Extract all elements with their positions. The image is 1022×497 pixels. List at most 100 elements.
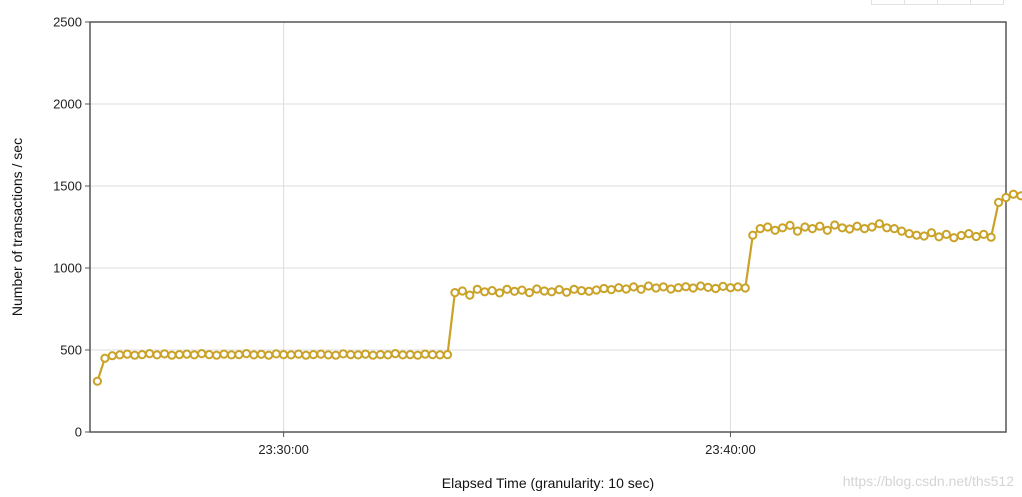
data-point bbox=[293, 349, 304, 359]
data-point bbox=[502, 284, 512, 294]
plot-frame bbox=[89, 21, 1007, 433]
data-point bbox=[539, 286, 549, 296]
y-axis: 0 500 1000 1500 2000 2500 bbox=[53, 15, 90, 440]
data-point bbox=[979, 229, 989, 239]
corner-cell bbox=[905, 0, 938, 5]
data-point bbox=[681, 282, 691, 292]
data-point bbox=[390, 349, 400, 359]
data-point bbox=[740, 283, 750, 293]
data-point bbox=[629, 282, 639, 292]
data-point bbox=[346, 350, 356, 360]
x-tick-label: 23:30:00 bbox=[258, 442, 309, 457]
data-point bbox=[815, 221, 825, 231]
data-point bbox=[904, 229, 914, 239]
data-point bbox=[316, 349, 326, 359]
data-point bbox=[770, 225, 780, 235]
data-point bbox=[189, 350, 199, 360]
data-point bbox=[413, 350, 423, 360]
data-point bbox=[226, 350, 237, 360]
corner-cell bbox=[938, 0, 971, 5]
data-point bbox=[673, 283, 683, 293]
data-point bbox=[643, 281, 654, 291]
data-point bbox=[182, 349, 192, 359]
data-point bbox=[584, 286, 594, 296]
data-point bbox=[554, 285, 564, 295]
data-point bbox=[912, 230, 922, 240]
data-point bbox=[398, 350, 408, 360]
data-point bbox=[301, 350, 311, 360]
y-tick-label: 2500 bbox=[53, 15, 82, 30]
data-point bbox=[658, 282, 669, 292]
watermark-text: https://blog.csdn.net/ths512 bbox=[843, 473, 1014, 489]
data-point bbox=[107, 351, 117, 361]
data-point bbox=[241, 349, 251, 359]
data-point bbox=[822, 225, 832, 235]
data-point bbox=[897, 226, 907, 236]
data-point bbox=[763, 222, 773, 232]
x-axis-title: Elapsed Time (granularity: 10 sec) bbox=[442, 475, 654, 491]
data-point bbox=[956, 230, 966, 241]
data-point bbox=[800, 222, 810, 232]
data-point bbox=[264, 350, 274, 360]
data-point bbox=[487, 286, 497, 296]
data-point bbox=[651, 283, 661, 293]
data-point bbox=[517, 285, 527, 295]
y-tick-label: 1000 bbox=[53, 261, 82, 276]
data-point bbox=[204, 350, 214, 360]
data-point bbox=[323, 350, 333, 360]
data-point bbox=[934, 232, 944, 242]
data-point bbox=[889, 224, 899, 234]
data-point bbox=[994, 197, 1004, 207]
data-point bbox=[219, 349, 229, 359]
data-point bbox=[688, 283, 698, 293]
data-point bbox=[986, 232, 996, 242]
data-point bbox=[949, 233, 959, 243]
data-point bbox=[472, 284, 482, 294]
x-tick-label: 23:40:00 bbox=[705, 442, 756, 457]
data-point bbox=[599, 283, 609, 294]
y-tick-label: 2000 bbox=[53, 97, 82, 112]
data-point bbox=[353, 350, 363, 360]
data-point bbox=[532, 284, 542, 294]
corner-cell bbox=[871, 0, 905, 5]
data-point bbox=[331, 350, 341, 360]
data-point bbox=[852, 221, 862, 231]
data-point bbox=[748, 230, 758, 240]
data-point bbox=[867, 222, 877, 232]
data-point bbox=[174, 350, 184, 360]
data-point bbox=[159, 349, 170, 359]
data-point bbox=[830, 220, 840, 230]
corner-table-fragment bbox=[871, 0, 1004, 5]
data-point bbox=[874, 219, 885, 229]
data-point bbox=[971, 231, 981, 242]
data-point bbox=[212, 350, 222, 360]
data-point bbox=[338, 349, 348, 359]
data-point bbox=[197, 349, 207, 359]
data-point bbox=[383, 350, 393, 360]
data-point bbox=[450, 288, 460, 298]
y-axis-title: Number of transactions / sec bbox=[9, 138, 25, 316]
data-point bbox=[256, 349, 266, 359]
data-point bbox=[279, 350, 289, 360]
data-point bbox=[755, 224, 765, 234]
data-point bbox=[964, 229, 974, 239]
data-point bbox=[792, 226, 803, 236]
data-point bbox=[234, 350, 244, 360]
data-point bbox=[1008, 189, 1019, 199]
data-point bbox=[569, 284, 579, 294]
data-point bbox=[122, 349, 132, 359]
data-point bbox=[375, 350, 385, 360]
data-point bbox=[807, 224, 818, 234]
data-point bbox=[249, 350, 259, 360]
data-point bbox=[130, 350, 140, 360]
data-point bbox=[941, 229, 952, 239]
data-point bbox=[725, 283, 736, 293]
data-point bbox=[547, 287, 557, 297]
data-point bbox=[480, 287, 490, 297]
data-point bbox=[152, 350, 162, 360]
data-point bbox=[428, 350, 438, 360]
data-point bbox=[509, 286, 520, 296]
data-point bbox=[465, 290, 475, 300]
data-point bbox=[435, 350, 445, 360]
data-point bbox=[778, 223, 788, 233]
